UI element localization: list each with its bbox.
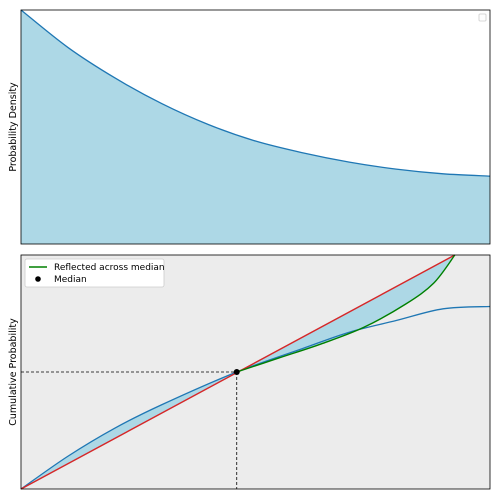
density-legend-box bbox=[478, 13, 487, 22]
density-ylabel: Probability Density bbox=[8, 82, 19, 172]
density-axes: Probability Density bbox=[8, 9, 491, 245]
density-axes-frame bbox=[20, 9, 491, 245]
cdf-marks bbox=[20, 254, 491, 490]
cdf-legend: Reflected across median Median bbox=[24, 258, 165, 288]
cdf-ylabel: Cumulative Probability bbox=[8, 318, 19, 426]
cdf-axes: Reflected across median Median Cumulativ… bbox=[8, 254, 491, 490]
legend-median-label: Median bbox=[54, 275, 87, 285]
legend-median-marker bbox=[35, 276, 41, 282]
reflected-curve bbox=[236, 254, 456, 373]
cdf-axes-frame bbox=[20, 254, 491, 490]
legend-reflected-label: Reflected across median bbox=[54, 263, 165, 273]
density-curve bbox=[20, 9, 491, 177]
cdf-curve bbox=[20, 305, 491, 490]
median-marker bbox=[233, 369, 240, 375]
density-area-fill bbox=[21, 10, 490, 244]
density-marks bbox=[20, 9, 491, 244]
cdf-legend-box bbox=[24, 258, 165, 288]
